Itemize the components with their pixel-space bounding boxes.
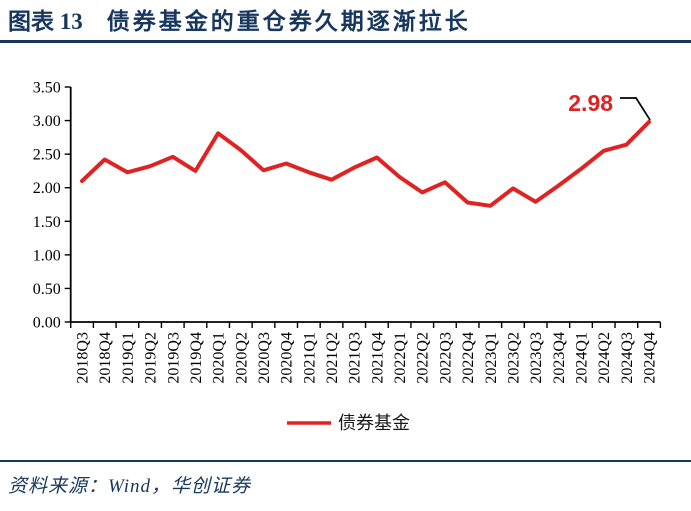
footer-divider [0, 460, 691, 462]
x-axis-category-label: 2020Q3 [256, 332, 273, 384]
annotation-callout [620, 97, 651, 121]
y-axis-tick-label: 0.00 [33, 315, 61, 332]
x-axis-category-label: 2021Q1 [301, 332, 318, 384]
y-axis-tick-label: 2.50 [33, 147, 61, 164]
x-axis-category-label: 2024Q1 [574, 332, 591, 384]
x-axis-category-label: 2019Q4 [188, 332, 205, 384]
x-axis-category-label: 2023Q2 [505, 332, 522, 384]
source-note: 资料来源：Wind，华创证券 [8, 476, 252, 497]
x-axis-category-label: 2023Q1 [483, 332, 500, 384]
figure-number-label: 图表 13 [8, 9, 83, 34]
x-axis-category-label: 2024Q3 [619, 332, 636, 384]
x-axis-category-label: 2024Q2 [596, 332, 613, 384]
x-axis-category-label: 2018Q3 [75, 332, 92, 384]
y-axis-tick-label: 3.50 [33, 80, 61, 97]
title-underline [0, 40, 691, 43]
series-line-bond-fund [80, 119, 651, 208]
x-axis-category-label: 2019Q3 [165, 332, 182, 384]
x-axis-category-label: 2020Q1 [211, 332, 228, 384]
line-chart-figure: 0.00 0.50 1.00 1.50 2.00 2.50 3.00 3.50 2018Q3 20… [0, 55, 691, 453]
figure-title-text: 债券基金的重仓券久期逐渐拉长 [106, 9, 471, 34]
x-axis-category-label: 2018Q4 [97, 332, 114, 384]
y-axis-tick-label: 1.50 [33, 214, 61, 231]
x-axis-category-label: 2024Q4 [642, 332, 659, 384]
x-axis-category-label: 2022Q1 [392, 332, 409, 384]
x-axis-category-label: 2022Q4 [460, 332, 477, 384]
figure-title: 图表 13 债券基金的重仓券久期逐渐拉长 [8, 8, 683, 35]
x-axis-category-label: 2021Q2 [324, 332, 341, 384]
bond-fund-duration-chart: 0.00 0.50 1.00 1.50 2.00 2.50 3.00 3.50 2018Q3 20… [33, 80, 662, 433]
x-axis-category-label: 2021Q3 [347, 332, 364, 384]
y-axis-tick-label: 2.00 [33, 180, 61, 197]
annotation-value: 2.98 [568, 90, 613, 116]
x-axis-category-label: 2019Q2 [143, 332, 160, 384]
x-axis-category-label: 2020Q4 [279, 332, 296, 384]
y-axis-tick-label: 3.00 [33, 113, 61, 130]
x-axis-category-label: 2020Q2 [233, 332, 250, 384]
x-axis-category-label: 2023Q4 [551, 332, 568, 384]
x-axis-category-label: 2023Q3 [528, 332, 545, 384]
figure-header: 图表 13 债券基金的重仓券久期逐渐拉长 [0, 0, 691, 35]
x-axis-category-label: 2021Q4 [369, 332, 386, 384]
x-axis-category-label: 2022Q2 [415, 332, 432, 384]
x-axis-category-label: 2019Q1 [120, 332, 137, 384]
y-axis-tick-label: 1.00 [33, 247, 61, 264]
x-axis-category-label: 2022Q3 [437, 332, 454, 384]
y-axis-tick-label: 0.50 [33, 281, 61, 298]
legend-label-bond-fund: 债券基金 [338, 413, 410, 433]
